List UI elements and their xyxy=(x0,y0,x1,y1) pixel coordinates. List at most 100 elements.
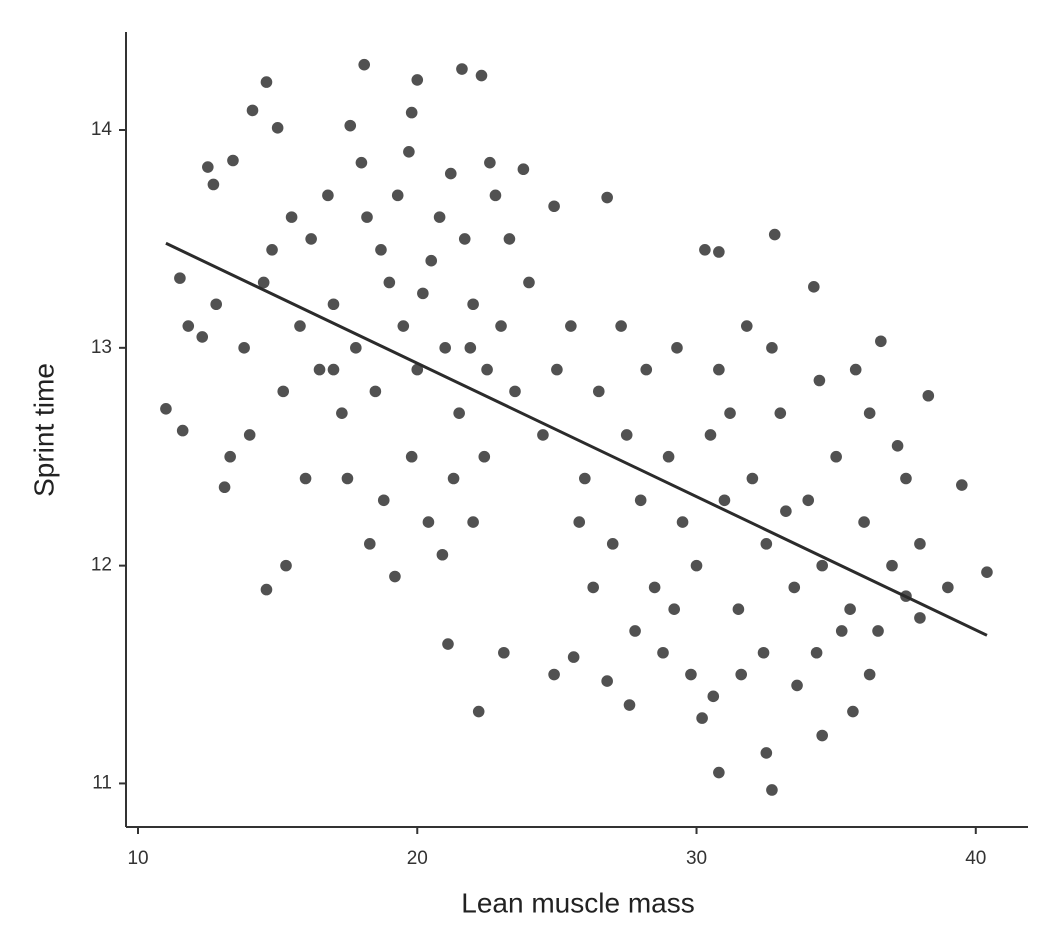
point xyxy=(760,538,773,550)
x-tick-label: 40 xyxy=(965,848,986,869)
point xyxy=(243,429,256,441)
point xyxy=(565,320,577,332)
point xyxy=(863,407,876,419)
point xyxy=(718,494,731,507)
point xyxy=(956,479,968,491)
point xyxy=(648,581,661,594)
point xyxy=(481,363,493,376)
point xyxy=(766,342,778,354)
point xyxy=(914,538,926,550)
point xyxy=(601,675,613,687)
point xyxy=(369,385,382,398)
point xyxy=(355,156,368,169)
point xyxy=(405,106,418,119)
point xyxy=(662,450,675,463)
point xyxy=(671,342,683,354)
point xyxy=(724,407,736,419)
point xyxy=(774,407,787,419)
point xyxy=(313,363,326,376)
point xyxy=(537,429,549,441)
point xyxy=(735,668,748,681)
point xyxy=(294,320,306,332)
point xyxy=(444,167,457,180)
point xyxy=(227,154,239,167)
point xyxy=(411,363,424,376)
point xyxy=(517,163,530,176)
point xyxy=(657,646,669,659)
point xyxy=(495,320,507,332)
point xyxy=(224,450,236,463)
point xyxy=(707,690,720,703)
point xyxy=(509,385,521,398)
point xyxy=(358,58,371,71)
point xyxy=(280,559,292,572)
point xyxy=(433,211,446,223)
point xyxy=(411,74,424,86)
point xyxy=(285,211,298,223)
y-tick-label: 11 xyxy=(92,772,112,793)
point xyxy=(872,625,884,637)
point xyxy=(849,363,862,376)
point xyxy=(453,407,465,419)
point xyxy=(592,385,605,398)
point xyxy=(713,766,725,779)
point xyxy=(341,472,354,485)
point xyxy=(757,646,770,659)
point xyxy=(704,429,717,441)
point xyxy=(361,211,373,223)
point xyxy=(160,403,172,415)
point xyxy=(523,276,535,289)
point xyxy=(271,122,284,134)
point xyxy=(791,679,803,692)
point xyxy=(436,548,449,561)
point xyxy=(405,450,418,463)
y-tick-label: 14 xyxy=(91,119,113,140)
point xyxy=(503,233,516,245)
point xyxy=(830,450,842,463)
point xyxy=(802,494,815,507)
point xyxy=(456,63,468,75)
point xyxy=(260,583,273,596)
point xyxy=(615,320,627,332)
point xyxy=(174,272,186,284)
point xyxy=(238,342,250,354)
fit-line xyxy=(165,241,988,637)
point xyxy=(498,646,510,659)
point xyxy=(696,712,708,724)
point xyxy=(484,156,496,169)
point xyxy=(886,559,898,572)
point xyxy=(447,472,460,485)
point xyxy=(768,228,781,241)
point xyxy=(327,298,340,311)
point xyxy=(875,335,887,348)
point xyxy=(548,668,560,681)
point xyxy=(425,254,438,267)
point xyxy=(713,363,725,376)
point xyxy=(816,559,828,572)
point xyxy=(858,516,870,528)
point xyxy=(601,191,613,204)
x-tick-label: 10 xyxy=(127,848,148,869)
point xyxy=(740,320,753,332)
point xyxy=(567,651,580,663)
point xyxy=(327,363,340,376)
point xyxy=(375,244,387,256)
x-tick-label: 30 xyxy=(686,848,707,869)
x-axis-title: Lean muscle mass xyxy=(461,887,694,918)
point xyxy=(478,450,491,463)
x-tick-label: 20 xyxy=(407,848,428,869)
point xyxy=(668,603,680,615)
point xyxy=(746,472,759,485)
point xyxy=(732,603,745,615)
point xyxy=(246,104,259,117)
point xyxy=(816,729,828,742)
point xyxy=(422,516,435,528)
point xyxy=(299,472,312,485)
point xyxy=(606,538,619,550)
point xyxy=(202,161,214,173)
point xyxy=(350,342,362,354)
point xyxy=(634,494,647,507)
point xyxy=(685,668,697,681)
point xyxy=(218,481,231,494)
point xyxy=(690,559,703,572)
